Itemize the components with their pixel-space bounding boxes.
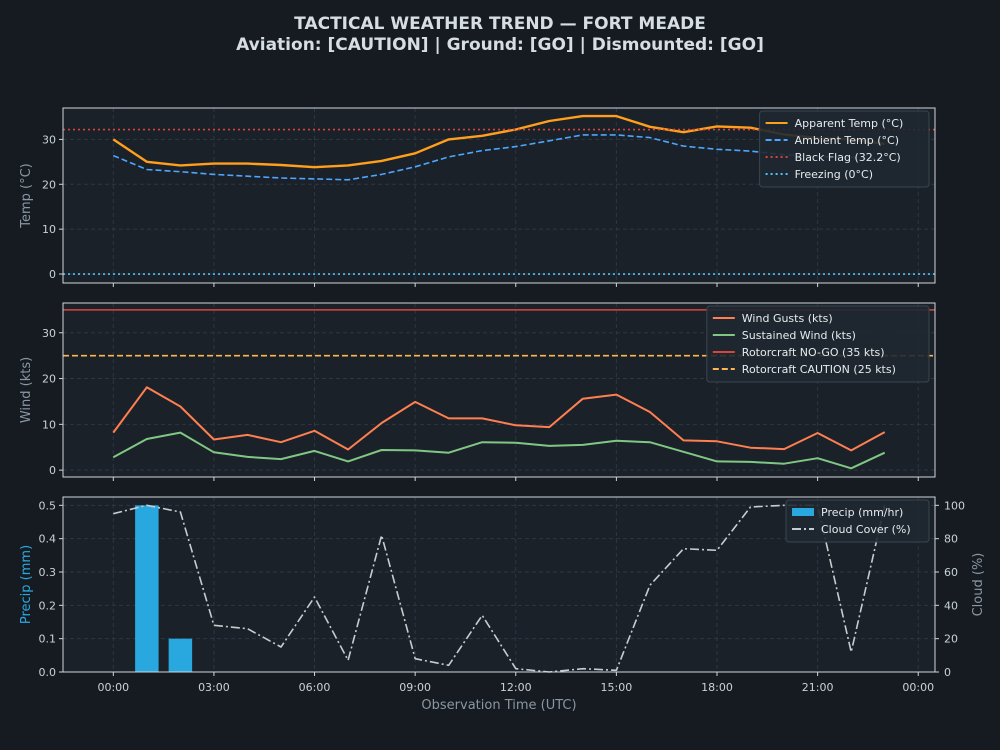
legend: Precip (mm/hr) Cloud Cover (%) [785, 499, 930, 543]
series-line [112, 114, 885, 169]
y-tick-label: 10 [42, 418, 56, 431]
legend-label: Sustained Wind (kts) [742, 329, 856, 342]
series-line [112, 386, 886, 452]
x-tick-label: 21:00 [802, 681, 834, 694]
plot-frame [62, 107, 936, 284]
y-axis-label: Wind (kts) [19, 357, 34, 423]
legend: Wind Gusts (kts) Sustained Wind (kts) Roto… [706, 305, 930, 383]
y-tick-label: 0.5 [39, 499, 57, 512]
y-tick-label: 0 [49, 268, 56, 281]
y-tick-label: 0.0 [39, 666, 57, 679]
panels: 0 10 20 30 Temp (°C) Apparent Temp (°C) Ambien… [19, 107, 986, 713]
y-tick-label: 30 [42, 133, 56, 146]
x-tick-label: 03:00 [198, 681, 230, 694]
y-right-tick-label: 40 [944, 599, 958, 612]
x-tick-label: 00:00 [902, 681, 934, 694]
legend-label: Black Flag (32.2°C) [795, 151, 901, 164]
legend-label: Wind Gusts (kts) [742, 312, 833, 325]
plot-frame [62, 496, 936, 673]
panel-2: 0 10 20 30 Wind (kts) Wind Gusts (kts) Sustain… [19, 302, 936, 481]
series-line [112, 431, 886, 470]
legend-box [759, 110, 930, 188]
y-right-axis-label: Cloud (%) [971, 553, 986, 617]
x-tick-label: 00:00 [97, 681, 129, 694]
legend-label: Freezing (0°C) [795, 168, 873, 181]
plot-frame [62, 302, 936, 478]
panel-3: 0.0 0.1 0.2 0.3 0.4 0.5 Precip (mm) 0 20 40 60 80 10… [19, 496, 986, 713]
panel-1: 0 10 20 30 Temp (°C) Apparent Temp (°C) Ambien… [19, 107, 936, 287]
series-bars [135, 505, 193, 672]
legend-label: Rotorcraft NO-GO (35 kts) [742, 346, 885, 359]
y-tick-label: 0.3 [39, 566, 57, 579]
series-line [112, 134, 885, 181]
y-tick-label: 20 [42, 178, 56, 191]
x-tick-label: 06:00 [299, 681, 331, 694]
legend-swatch [792, 508, 814, 516]
y-tick-label: 0.2 [39, 599, 57, 612]
y-tick-label: 30 [42, 327, 56, 340]
y-right-tick-label: 80 [944, 533, 958, 546]
legend-box [706, 305, 930, 383]
y-right-tick-label: 20 [944, 633, 958, 646]
y-axis-label: Precip (mm) [19, 545, 34, 624]
y-tick-label: 20 [42, 373, 56, 386]
x-tick-label: 18:00 [701, 681, 733, 694]
y-right-tick-label: 100 [944, 499, 965, 512]
legend-label: Rotorcraft CAUTION (25 kts) [742, 363, 896, 376]
x-tick-label: 09:00 [399, 681, 431, 694]
y-right-tick-label: 0 [944, 666, 951, 679]
y-tick-label: 0.1 [39, 633, 57, 646]
y-tick-label: 0.4 [39, 533, 57, 546]
legend-label: Precip (mm/hr) [821, 506, 903, 519]
y-tick-label: 0 [49, 464, 56, 477]
legend-label: Apparent Temp (°C) [795, 117, 904, 130]
series-line [113, 504, 886, 673]
chart-title: TACTICAL WEATHER TREND — FORT MEADE [294, 14, 706, 34]
y-right-tick-label: 60 [944, 566, 958, 579]
y-axis-label: Temp (°C) [19, 163, 34, 229]
legend-label: Cloud Cover (%) [821, 523, 911, 536]
legend-box [785, 499, 930, 543]
legend: Apparent Temp (°C) Ambient Temp (°C) Black… [759, 110, 930, 188]
y-tick-label: 10 [42, 223, 56, 236]
precip-bar [135, 505, 159, 672]
precip-bar [168, 638, 193, 672]
legend-label: Ambient Temp (°C) [795, 134, 899, 147]
x-tick-label: 12:00 [500, 681, 532, 694]
x-tick-label: 15:00 [601, 681, 633, 694]
x-axis-label: Observation Time (UTC) [421, 698, 576, 713]
chart-subtitle: Aviation: [CAUTION] | Ground: [GO] | Dis… [236, 35, 764, 55]
